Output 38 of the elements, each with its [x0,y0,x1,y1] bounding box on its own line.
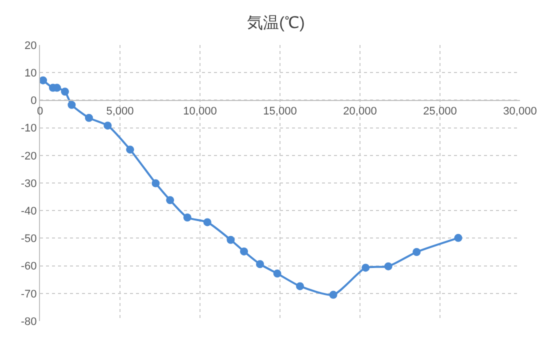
y-tick-label: -40 [20,205,37,218]
point [256,260,264,268]
point [240,247,248,256]
point [84,114,93,122]
y-tick-label: 10 [24,67,37,80]
point [362,264,370,272]
point [104,122,112,130]
point [226,236,235,244]
x-tick-label: 30,000 [503,105,537,118]
y-tick-label: 20 [24,40,37,52]
point [329,290,338,299]
point [40,76,48,84]
y-tick-label: -70 [20,288,37,300]
point [152,179,160,188]
x-tick-label: 15,000 [263,105,297,118]
x-tick-label: 10,000 [183,105,217,118]
y-tick-label: -50 [20,233,37,246]
point [60,88,69,96]
point [296,282,304,290]
point [203,218,212,226]
point [126,146,134,154]
point [412,248,421,256]
point [183,214,192,222]
point [273,270,282,278]
point [384,262,392,270]
y-tick-label: -10 [20,122,37,135]
y-tick-label: -20 [20,150,37,162]
point [68,100,76,109]
x-tick-label: 20,000 [343,105,377,118]
y-tick-label: 0 [30,95,37,108]
x-tick-label: 5,000 [106,105,134,118]
y-tick-label: -30 [20,178,37,190]
x-tick-label: 25,000 [423,105,457,118]
point [166,196,174,204]
point [454,234,462,242]
y-tick-label: -60 [20,260,37,273]
chart-title: 気温(℃) [247,15,305,32]
y-tick-label: -80 [20,316,37,328]
